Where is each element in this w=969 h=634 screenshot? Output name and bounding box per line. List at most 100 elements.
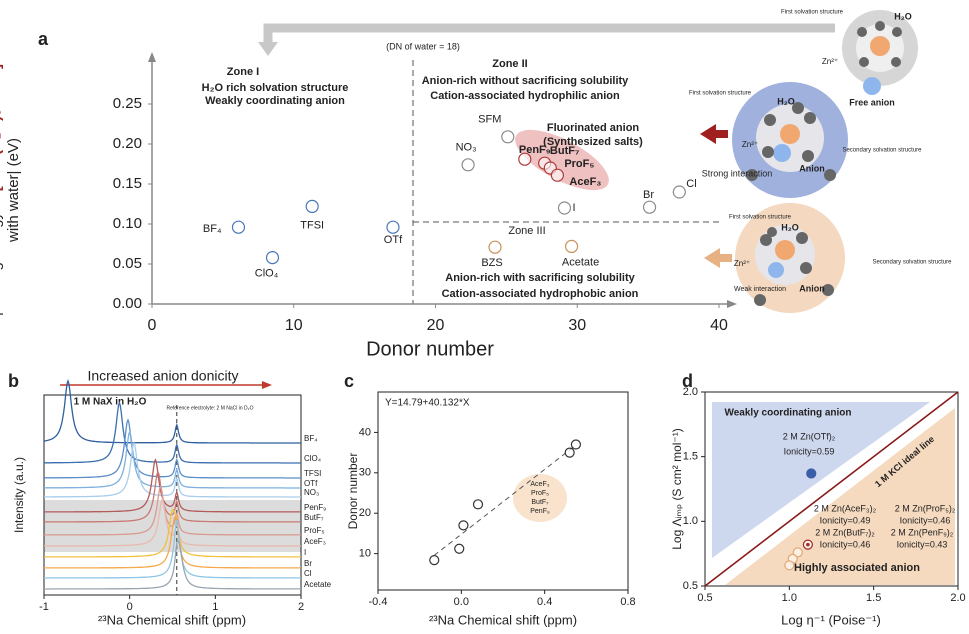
x-axis-title: Log η⁻¹ (Poise⁻¹) (781, 612, 881, 627)
annotation: Weakly coordinating anion (205, 95, 345, 107)
y-axis-title-part: |Binding energy of (0, 191, 4, 316)
y-tick-label: 0.5 (683, 580, 698, 592)
x-tick-label: 0 (127, 601, 133, 613)
point-label: BZS (481, 257, 502, 269)
point (806, 468, 817, 479)
annotation: (Synthesized salts) (543, 136, 643, 148)
anion (863, 77, 881, 95)
point (472, 499, 484, 510)
point (501, 130, 515, 144)
annotation: Anion-rich with sacrificing solubility (445, 272, 635, 284)
anion (768, 262, 784, 278)
x-tick-label: 0.4 (537, 596, 552, 608)
point (550, 168, 565, 182)
spectrum (44, 498, 301, 547)
annotation: Free anion (849, 97, 895, 107)
y-tick-label: 10 (359, 548, 371, 560)
x-tick-label: 0.8 (620, 596, 635, 608)
y-tick-label: 0.20 (113, 135, 142, 152)
spectrum (44, 508, 301, 558)
y-axis-title: with water| (eV) (5, 138, 22, 243)
axis-arrow (148, 52, 156, 62)
annotation: Anion-rich without sacrificing solubilit… (422, 75, 629, 87)
y-tick-label: 0.15 (113, 175, 142, 192)
x-tick-label: 1.0 (782, 592, 797, 604)
annotation: Reference electrolyte: 2 M NaCl in D₂O (167, 405, 254, 411)
panel-label: d (682, 371, 693, 391)
spectrum (44, 401, 301, 464)
annotation: First solvation structure (781, 10, 844, 16)
y-tick-label: 1.5 (683, 451, 698, 463)
y-axis-title: |Binding energy of [Zn²⁺(H₂O)₅anion] (0, 64, 4, 316)
fluorinated-region (515, 129, 609, 191)
series-label: I (304, 548, 306, 557)
annotation: Zone II (492, 58, 527, 70)
point-label: TFSI (300, 219, 324, 231)
x-axis-title: ²³Na Chemical shift (ppm) (429, 612, 577, 627)
annotation: Y=14.79+40.132*X (385, 398, 470, 409)
series-label: NO₃ (304, 488, 319, 497)
point (265, 251, 280, 265)
series-label: Cl (304, 569, 312, 578)
x-tick-label: 40 (710, 317, 728, 334)
annotation: 2 M Zn(ButF₇)₂ (815, 527, 875, 537)
spectrum (44, 470, 301, 523)
annotation: ButF₇ (531, 499, 549, 506)
point (784, 560, 795, 571)
point-label: BF₄ (203, 223, 222, 235)
point-label: NO₃ (456, 142, 477, 154)
x-axis-title: ²³Na Chemical shift (ppm) (98, 612, 246, 627)
point (672, 185, 686, 199)
annotation: Zn²⁺ (734, 259, 750, 268)
series-label: ClO₄ (304, 454, 321, 463)
annotation: Secondary solvation structure (842, 148, 922, 154)
y-axis-title: Intensity (a.u.) (12, 457, 26, 533)
annotation: Increased anion donicity (88, 368, 239, 384)
series-label: AceF₃ (304, 537, 326, 546)
point (458, 520, 469, 531)
spectrum (44, 539, 301, 590)
point (642, 200, 657, 214)
x-tick-label: 1 (212, 601, 218, 613)
point-label: ButF₇ (550, 145, 579, 157)
series-label: ProF₅ (304, 526, 325, 535)
y-axis-title: Donor number (346, 453, 360, 530)
y-tick-label: 0.05 (113, 255, 142, 272)
x-tick-label: 10 (285, 317, 303, 334)
annotation: Highly associated anion (794, 562, 920, 574)
annotation: 2 M Zn(ProF₅)₂ (895, 503, 956, 513)
x-tick-label: 20 (427, 317, 445, 334)
annotation: ProF₅ (531, 490, 549, 497)
y-tick-label: 0.00 (113, 295, 142, 312)
x-tick-label: 0.0 (454, 596, 469, 608)
annotation: 2 M Zn(PenF₉)₂ (891, 527, 954, 537)
series-label: PenF₉ (304, 503, 326, 512)
annotation: AceF₃ (530, 481, 549, 488)
series-label: BF₄ (304, 434, 318, 443)
weak-region (712, 402, 930, 558)
anion (773, 144, 791, 162)
annotation: Cation-associated hydrophilic anion (430, 90, 620, 102)
point-label: PenF₉ (519, 144, 551, 156)
annotation: H₂O (781, 222, 799, 232)
annotation: 1 M NaX in H₂O (74, 397, 147, 408)
series-label: OTf (304, 479, 318, 488)
arrow (700, 124, 728, 144)
y-tick-label: 40 (359, 426, 371, 438)
spectrum (44, 458, 301, 513)
annotation: H₂O (894, 11, 912, 21)
plot-frame (43, 394, 302, 596)
arrow (704, 248, 732, 268)
y-axis-title-part: [Zn²⁺(H₂O)₅anion] (0, 64, 4, 191)
annotation: Fluorinated anion (547, 122, 640, 134)
series-label: Br (304, 559, 312, 568)
annotation: Anion (799, 163, 825, 173)
point-label: I (572, 202, 575, 214)
point (518, 152, 532, 166)
x-tick-label: 2 (298, 601, 304, 613)
point (454, 543, 465, 554)
y-tick-label: 0.25 (113, 95, 142, 112)
zn-ion (780, 124, 800, 144)
decor-a (258, 10, 918, 313)
